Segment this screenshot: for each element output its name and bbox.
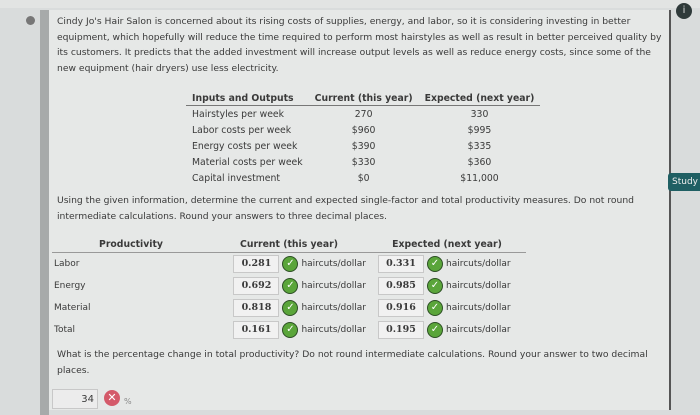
expected-input[interactable]: 0.195 [378, 321, 424, 339]
expected-input[interactable]: 0.985 [378, 277, 424, 295]
incorrect-icon: ✕ [104, 390, 120, 406]
row-label: Total [54, 325, 76, 335]
table-cell: $390 [351, 140, 376, 152]
check-icon: ✓ [282, 277, 299, 294]
table-cell: $995 [467, 124, 492, 136]
check-icon: ✓ [427, 255, 443, 272]
table-cell: Capital investment [192, 172, 281, 184]
productivity-table: Productivity Current (this year) Expecte… [52, 237, 526, 341]
productivity-row: Total 0.161 ✓ haircuts/dollar 0.195 ✓ haircuts… [52, 319, 526, 341]
table-cell: Labor costs per week [192, 124, 292, 136]
table-cell: Energy costs per week [192, 140, 298, 152]
table-row: Material costs per week $330 $360 [186, 154, 540, 170]
header: Inputs and Outputs [186, 92, 309, 106]
top-bar [0, 0, 700, 8]
current-input[interactable]: 0.281 [233, 255, 280, 273]
problem-intro: Cindy Jo's Hair Salon is concerned about… [57, 16, 662, 74]
header: Expected (next year) [418, 92, 541, 106]
instructions: Using the given information, determine t… [57, 195, 634, 222]
unit-label: haircuts/dollar [301, 259, 366, 269]
table-cell: $360 [467, 156, 492, 168]
productivity-row: Labor 0.281 ✓ haircuts/dollar 0.331 ✓ haircuts… [52, 253, 526, 276]
info-icon[interactable]: i [676, 3, 692, 19]
check-icon: ✓ [427, 321, 443, 338]
table-cell: $11,000 [460, 172, 499, 184]
check-icon: ✓ [427, 277, 443, 294]
unit-label: haircuts/dollar [301, 303, 366, 313]
header: Productivity [52, 237, 210, 253]
current-input[interactable]: 0.161 [233, 321, 280, 339]
check-icon: ✓ [282, 255, 299, 272]
productivity-row: Material 0.818 ✓ haircuts/dollar 0.916 ✓ hairc… [52, 297, 526, 319]
expected-input[interactable]: 0.331 [378, 255, 424, 273]
row-label: Energy [54, 281, 86, 291]
table-cell: Hairstyles per week [192, 108, 285, 120]
row-label: Material [54, 303, 91, 313]
expected-input[interactable]: 0.916 [378, 299, 424, 317]
table-cell: $330 [351, 156, 376, 168]
percent-unit: % [124, 397, 132, 406]
table-cell: $960 [351, 124, 376, 136]
header: Current (this year) [210, 237, 368, 253]
left-border [40, 10, 49, 415]
row-label: Labor [54, 259, 80, 269]
unit-label: haircuts/dollar [446, 281, 511, 291]
study-tab[interactable]: Study [668, 173, 700, 191]
current-input[interactable]: 0.692 [233, 277, 280, 295]
table-cell: Material costs per week [192, 156, 303, 168]
table-cell: 270 [354, 108, 373, 120]
check-icon: ✓ [282, 299, 299, 316]
unit-label: haircuts/dollar [446, 259, 511, 269]
inputs-table: Inputs and Outputs Current (this year) E… [186, 92, 541, 186]
question-panel [49, 10, 671, 410]
check-icon: ✓ [282, 321, 299, 338]
unit-label: haircuts/dollar [301, 325, 366, 335]
table-cell: $335 [467, 140, 492, 152]
current-input[interactable]: 0.818 [233, 299, 280, 317]
unit-label: haircuts/dollar [301, 281, 366, 291]
table-row: Hairstyles per week 270 330 [186, 106, 540, 123]
table-cell: 330 [470, 108, 489, 120]
question-bullet-icon [26, 16, 35, 25]
percent-change-input[interactable]: 34 [52, 389, 98, 409]
unit-label: haircuts/dollar [446, 325, 511, 335]
table-cell: $0 [357, 172, 370, 184]
check-icon: ✓ [427, 299, 443, 316]
question-text: What is the percentage change in total p… [57, 349, 648, 376]
productivity-row: Energy 0.692 ✓ haircuts/dollar 0.985 ✓ haircut… [52, 275, 526, 297]
table-row: Capital investment $0 $11,000 [186, 170, 540, 186]
header: Expected (next year) [368, 237, 526, 253]
unit-label: haircuts/dollar [446, 303, 511, 313]
table-row: Labor costs per week $960 $995 [186, 122, 540, 138]
table-row: Energy costs per week $390 $335 [186, 138, 540, 154]
header: Current (this year) [308, 92, 419, 106]
